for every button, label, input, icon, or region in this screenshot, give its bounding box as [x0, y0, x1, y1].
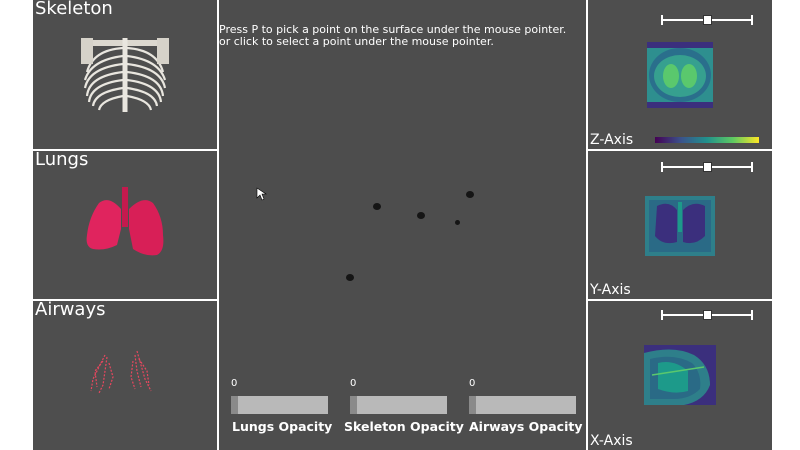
x-slice-handle[interactable] [703, 310, 712, 320]
airways-render[interactable] [33, 301, 217, 450]
lungs-opacity-handle[interactable] [231, 396, 238, 414]
skeleton-opacity-label: Skeleton Opacity [344, 419, 464, 434]
z-slice-image[interactable] [647, 42, 713, 108]
lungs-opacity-track[interactable] [231, 396, 328, 414]
z-axis-title: Z-Axis [590, 132, 634, 148]
skeleton-render[interactable] [33, 0, 217, 149]
picked-point[interactable] [466, 191, 474, 198]
z-slice-handle[interactable] [703, 15, 712, 25]
lungs-opacity-label: Lungs Opacity [232, 419, 333, 434]
y-axis-title: Y-Axis [590, 282, 631, 298]
lungs-render[interactable] [33, 151, 217, 299]
airways-opacity-track[interactable] [469, 396, 576, 414]
x-axis-panel[interactable]: X-Axis [588, 301, 772, 450]
y-slice-slider[interactable] [661, 161, 753, 173]
z-axis-panel[interactable]: Z-Axis [588, 0, 772, 149]
z-slice-slider[interactable] [661, 14, 753, 26]
picked-point[interactable] [373, 203, 381, 210]
mouse-cursor-icon [256, 187, 267, 201]
skeleton-opacity-track[interactable] [350, 396, 447, 414]
instruction-line-2: or click to select a point under the mou… [219, 35, 494, 48]
x-axis-title: X-Axis [590, 433, 633, 449]
x-slice-image[interactable] [644, 345, 716, 405]
lungs-title: Lungs [35, 151, 89, 170]
picked-point[interactable] [455, 220, 460, 225]
skeleton-opacity-value: 0 [350, 378, 357, 389]
x-slice-slider[interactable] [661, 309, 753, 321]
airways-opacity-handle[interactable] [469, 396, 476, 414]
airways-title: Airways [35, 301, 106, 320]
y-slice-handle[interactable] [703, 162, 712, 172]
lungs-panel[interactable]: Lungs [33, 151, 217, 299]
z-colorbar [655, 137, 759, 143]
picked-point[interactable] [346, 274, 354, 281]
skeleton-panel[interactable]: Skeleton [33, 0, 217, 149]
y-axis-panel[interactable]: Y-Axis [588, 151, 772, 299]
instruction-text: Press P to pick a point on the surface u… [219, 24, 566, 48]
main-3d-view[interactable]: Press P to pick a point on the surface u… [219, 0, 586, 450]
lungs-opacity-value: 0 [231, 378, 238, 389]
airways-panel[interactable]: Airways [33, 301, 217, 450]
y-slice-image[interactable] [645, 196, 715, 256]
airways-opacity-label: Airways Opacity [469, 419, 583, 434]
skeleton-opacity-handle[interactable] [350, 396, 357, 414]
skeleton-title: Skeleton [35, 0, 113, 19]
picked-point[interactable] [417, 212, 425, 219]
instruction-line-1: Press P to pick a point on the surface u… [219, 23, 567, 36]
airways-opacity-value: 0 [469, 378, 476, 389]
